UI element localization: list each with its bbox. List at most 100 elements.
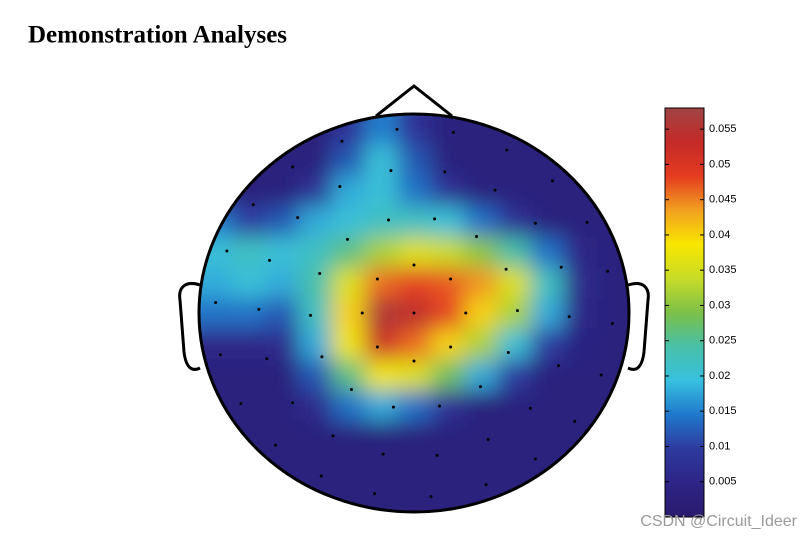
electrode	[493, 188, 497, 192]
heat-cell	[397, 328, 433, 361]
heat-cell	[431, 298, 466, 330]
heat-cell	[265, 144, 300, 177]
heat-cell	[530, 175, 565, 208]
heat-cell	[298, 114, 333, 146]
heat-cell	[563, 359, 598, 392]
colorbar-tick-label: 0.05	[709, 158, 730, 170]
electrode	[273, 443, 277, 447]
electrode	[515, 309, 519, 313]
heat-cell	[298, 175, 333, 208]
electrode	[437, 404, 441, 408]
heat-cell	[497, 298, 532, 330]
electrode	[309, 313, 313, 317]
heat-cell	[199, 298, 234, 330]
heat-cell	[497, 175, 532, 208]
electrode	[268, 258, 272, 262]
heat-cell	[596, 298, 629, 330]
heat-cell	[232, 390, 267, 422]
heat-cell	[530, 267, 565, 300]
heat-cell	[530, 359, 565, 392]
colorbar-tick-label: 0.055	[709, 123, 737, 135]
heat-cell	[563, 144, 598, 177]
heat-cell	[331, 482, 366, 512]
electrode	[375, 345, 379, 349]
head	[197, 112, 631, 514]
colorbar-tick-label: 0.045	[709, 194, 737, 206]
colorbar	[664, 107, 705, 518]
electrodes	[214, 127, 614, 499]
heat-cell	[232, 267, 267, 300]
electrode	[257, 307, 261, 311]
heat-cell	[530, 236, 565, 269]
heat-cell	[331, 359, 366, 392]
heat-cell	[596, 114, 629, 146]
heat-cell	[530, 390, 565, 422]
heat-cell	[431, 451, 466, 484]
heat-cell	[596, 175, 629, 208]
heat-cell	[464, 206, 499, 238]
electrode	[606, 269, 610, 273]
right-ear	[627, 282, 650, 371]
heat-cell	[497, 390, 532, 422]
heat-cell	[464, 236, 499, 269]
heat-cell	[530, 420, 565, 453]
electrode	[320, 355, 324, 359]
electrode	[251, 203, 255, 207]
heat-cell	[497, 144, 532, 177]
electrode	[435, 453, 439, 457]
heat-cell	[265, 482, 300, 512]
heat-cell	[298, 206, 333, 238]
heat-cell	[331, 175, 366, 208]
heat-cell	[199, 206, 234, 238]
electrode	[449, 277, 453, 281]
heat-cell	[397, 267, 433, 300]
heat-cell	[497, 359, 532, 392]
heat-cell	[596, 451, 629, 484]
heat-cell	[199, 420, 234, 453]
electrode	[346, 237, 350, 241]
heat-cell	[331, 451, 366, 484]
colorbar-tick-label: 0.01	[709, 440, 730, 452]
colorbar-tick-label: 0.005	[709, 476, 737, 488]
heat-cell	[364, 206, 399, 238]
heat-cell	[199, 482, 234, 512]
electrode	[412, 359, 416, 363]
heat-cell	[331, 236, 366, 269]
heat-cell	[497, 206, 532, 238]
heat-cell	[563, 206, 598, 238]
electrode	[331, 434, 335, 438]
heat-cell	[464, 267, 499, 300]
heat-cell	[596, 144, 629, 177]
electrode	[505, 148, 509, 152]
heat-cell	[364, 144, 399, 177]
electrode	[504, 267, 508, 271]
heat-cell	[331, 328, 366, 361]
heat-cell	[232, 236, 267, 269]
heat-cell	[199, 114, 234, 146]
heat-cell	[431, 359, 466, 392]
heat-cell	[530, 206, 565, 238]
heat-cell	[431, 144, 466, 177]
electrode	[340, 139, 344, 143]
heat-cell	[232, 175, 267, 208]
heat-cell	[298, 236, 333, 269]
electrode	[389, 169, 393, 173]
electrode	[551, 179, 555, 183]
heat-cell	[298, 144, 333, 177]
heat-cell	[530, 328, 565, 361]
heat-cell	[364, 359, 399, 392]
electrode	[225, 249, 229, 253]
colorbar-tick-label: 0.035	[709, 264, 737, 276]
electrode	[319, 474, 323, 478]
electrode	[573, 419, 577, 423]
heat-cell	[464, 144, 499, 177]
heat-cell	[331, 420, 366, 453]
heat-cell	[265, 206, 300, 238]
electrode	[265, 357, 269, 361]
electrode	[291, 165, 295, 169]
heat-cell	[530, 482, 565, 512]
heat-cell	[298, 267, 333, 300]
heat-cell	[497, 267, 532, 300]
heat-cell	[464, 175, 499, 208]
